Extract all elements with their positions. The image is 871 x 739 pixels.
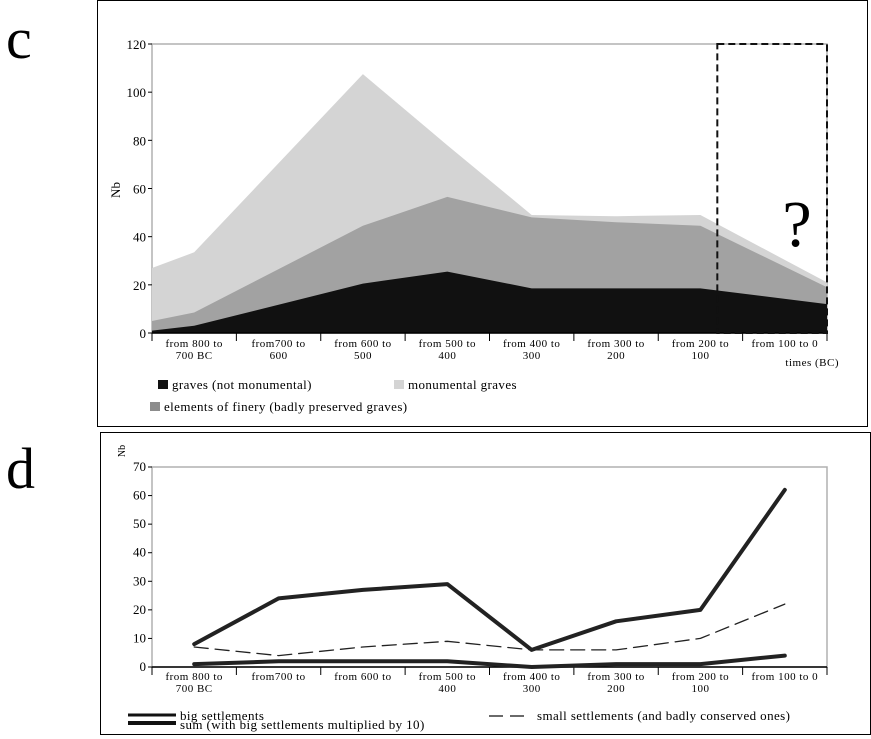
y-axis-label-c: Nb	[108, 182, 123, 198]
legend-label-d: big settlements	[180, 708, 264, 723]
x-category-label-d: from 300 to	[587, 671, 644, 683]
series-line-small-settlements-and-badly-conserved-ones-	[193, 603, 786, 657]
x-category-label-d: 100	[691, 683, 709, 695]
x-category-label-c: 100	[691, 350, 709, 362]
y-tick-label-c: 100	[127, 85, 147, 100]
x-category-label-c: from 500 to	[419, 338, 476, 350]
y-tick-label-c: 40	[133, 230, 146, 245]
legend-label-c: graves (not monumental)	[172, 377, 312, 392]
x-category-label-d: 200	[607, 683, 625, 695]
x-category-label-d: from 100 to 0	[751, 671, 818, 683]
x-category-label-c: from 400 to	[503, 338, 560, 350]
area-graves-not-monumental-	[152, 271, 827, 333]
legend-swatch-c	[158, 380, 168, 389]
panel-letter-d: d	[6, 436, 35, 501]
legend-label-d: small settlements (and badly conserved o…	[537, 708, 790, 723]
legend-swatch-c	[394, 380, 404, 389]
y-tick-label-d: 60	[133, 488, 146, 503]
series-line-big-settlements	[192, 653, 787, 669]
annotation-box-c	[716, 43, 828, 334]
x-category-label-d: from 600 to	[334, 671, 391, 683]
x-category-label-c: 700 BC	[176, 350, 213, 362]
y-tick-label-c: 120	[127, 37, 147, 52]
y-tick-label-d: 50	[133, 516, 146, 531]
series-line-sum-with-big-settlements-multiplied-by-	[192, 487, 787, 652]
y-tick-label-d: 40	[133, 545, 146, 560]
x-category-label-d: 400	[438, 683, 456, 695]
y-tick-label-d: 0	[140, 659, 147, 674]
question-mark-annotation: ?	[782, 188, 811, 261]
y-tick-label-d: 70	[133, 459, 146, 474]
x-category-label-d: from700 to	[251, 671, 305, 683]
x-category-label-c: 200	[607, 350, 625, 362]
x-category-label-c: from 300 to	[587, 338, 644, 350]
panel-c-frame	[97, 0, 868, 427]
x-category-label-d: from 200 to	[672, 671, 729, 683]
x-category-label-c: 300	[523, 350, 541, 362]
x-category-label-d: from 400 to	[503, 671, 560, 683]
x-category-label-d: 700 BC	[176, 683, 213, 695]
x-category-label-c: from 200 to	[672, 338, 729, 350]
plot-area-d	[151, 466, 828, 668]
y-tick-label-c: 80	[133, 133, 146, 148]
legend-label-c: monumental graves	[408, 377, 517, 392]
x-category-label-c: from700 to	[251, 338, 305, 350]
y-tick-label-d: 30	[133, 573, 146, 588]
legend-swatch-c	[150, 402, 160, 411]
y-tick-label-c: 60	[133, 182, 146, 197]
x-category-label-c: from 600 to	[334, 338, 391, 350]
x-category-label-c: 600	[270, 350, 288, 362]
x-axis-label-c: times (BC)	[785, 357, 839, 369]
x-category-label-c: from 800 to	[165, 338, 222, 350]
x-category-label-c: from 100 to 0	[751, 338, 818, 350]
y-tick-label-c: 0	[140, 326, 147, 341]
y-tick-label-c: 20	[133, 278, 146, 293]
y-tick-label-d: 20	[133, 602, 146, 617]
legend-label-c: elements of finery (badly preserved grav…	[164, 399, 408, 414]
x-category-label-d: from 800 to	[165, 671, 222, 683]
legend-label-d: sum (with big settlements multiplied by …	[180, 717, 425, 732]
x-category-label-c: 500	[354, 350, 372, 362]
x-category-label-d: 300	[523, 683, 541, 695]
panel-letter-c: c	[6, 6, 32, 71]
y-axis-label-d: Nb	[117, 445, 128, 457]
y-tick-label-d: 10	[133, 630, 146, 645]
x-category-label-c: 400	[438, 350, 456, 362]
x-category-label-d: from 500 to	[419, 671, 476, 683]
